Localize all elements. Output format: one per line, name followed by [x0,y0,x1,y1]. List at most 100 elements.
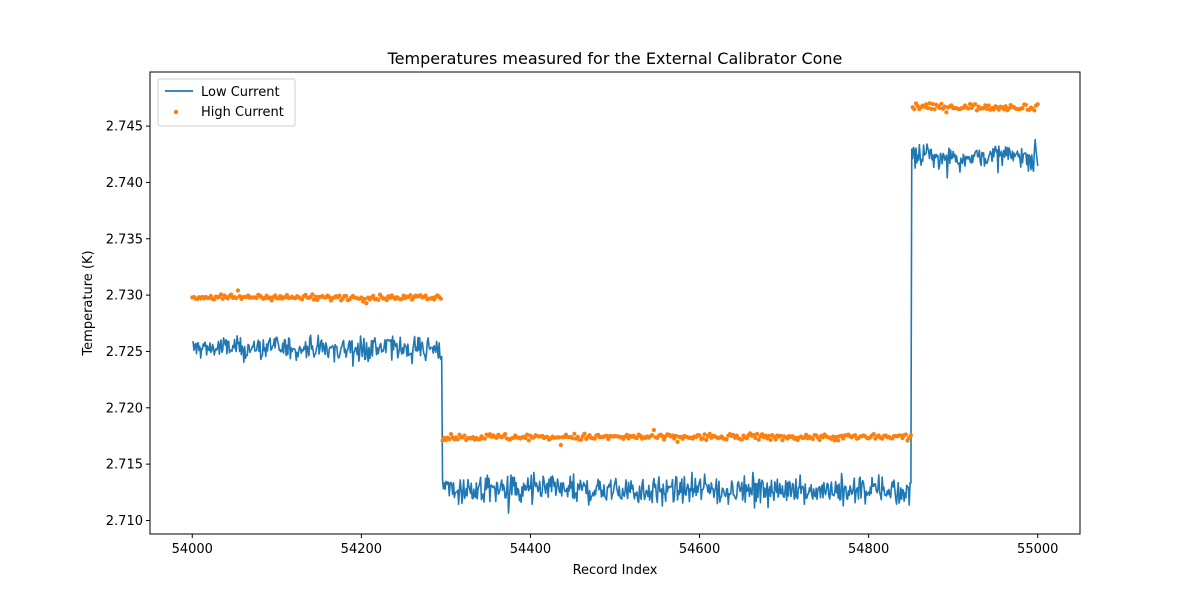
scatter-point [408,293,413,298]
legend-label-high-current: High Current [201,105,284,120]
scatter-point [447,437,452,442]
scatter-point [929,106,934,111]
scatter-point [754,431,760,436]
scatter-point [803,432,809,437]
scatter-point [1035,102,1040,107]
scatter-point [579,437,584,442]
scatter-point [606,436,611,442]
scatter-point [327,295,332,300]
scatter-point [557,435,562,440]
y-tick-label: 2.715 [106,458,143,473]
scatter-point [660,434,665,439]
scatter-point [254,295,259,301]
scatter-point [670,433,675,438]
scatter-point [1032,108,1037,113]
series-scatter-high-current [190,101,1040,448]
x-tick-label: 54200 [341,542,382,557]
scatter-point [523,435,528,441]
scatter-point [768,437,773,443]
plot-frame [149,71,1081,535]
x-tick-label: 54000 [172,542,213,557]
scatter-point [229,292,234,297]
scatter-point [853,433,858,438]
scatter-point [592,436,597,441]
y-axis-title: Temperature (K) [81,250,96,356]
scatter-point [313,294,318,299]
scatter-point [650,433,655,438]
scatter-point [939,101,944,106]
y-tick-label: 2.745 [106,120,143,135]
scatter-point [871,431,876,437]
scatter-point [1023,102,1028,107]
scatter-point [927,101,932,106]
scatter-point [766,433,771,439]
scatter-point [697,433,702,438]
scatter-point [558,442,563,448]
scatter-point [834,434,839,440]
legend-label-low-current: Low Current [201,85,280,100]
scatter-point [932,107,937,112]
scatter-point [707,431,712,436]
scatter-point [634,435,640,441]
scatter-point [220,296,225,301]
y-tick-label: 2.730 [106,289,143,304]
scatter-point [903,432,908,437]
y-tick-label: 2.725 [106,345,143,360]
scatter-point [384,297,389,303]
scatter-point [423,293,428,298]
scatter-point [836,438,841,443]
x-axis-title: Record Index [573,563,658,578]
scatter-point [218,292,224,297]
scatter-point [310,292,315,297]
scatter-point [235,288,241,293]
scatter-point [482,436,487,441]
scatter-point [438,296,443,301]
scatter-point [570,436,575,441]
scatter-point [661,437,667,442]
scatter-point [817,437,822,443]
scatter-point [984,106,990,111]
scatter-point [572,431,577,436]
scatter-point [399,296,405,301]
scatter-point [1006,106,1012,111]
scatter-point [841,436,846,441]
x-tick-label: 54400 [510,542,551,557]
scatter-point [448,431,454,437]
scatter-point [371,293,376,298]
scatter-point [986,103,991,108]
scatter-point [1003,104,1008,109]
scatter-point [526,438,531,443]
scatter-point [756,437,761,442]
scatter-point [604,433,609,438]
scatter-point [974,108,979,113]
y-tick-label: 2.720 [106,401,143,416]
scatter-point [269,298,274,303]
scatter-point [967,101,973,107]
scatter-point [778,433,783,438]
scatter-point [624,432,629,437]
y-tick-label: 2.740 [106,176,143,191]
scatter-point [376,297,381,302]
scatter-point [300,297,305,302]
scatter-point [362,296,367,302]
legend: Low Current High Current [157,78,296,127]
scatter-point [942,104,947,109]
scatter-point [780,438,785,443]
scatter-point [582,431,587,436]
scatter-point [908,433,914,438]
scatter-point [702,432,707,437]
plot-area [190,101,1040,514]
scatter-point [234,296,239,301]
scatter-point [359,295,364,300]
scatter-point [651,427,656,433]
scatter-point [311,297,317,302]
axes: 54000 54200 54400 54600 54800 55000 2.710 2.715… [106,120,1059,557]
scatter-point [700,436,706,441]
scatter-point [364,301,369,306]
scatter-point [344,294,349,299]
scatter-point [810,436,815,442]
y-tick-label: 2.735 [106,232,143,247]
x-tick-label: 55000 [1017,542,1058,557]
scatter-point [991,107,996,112]
